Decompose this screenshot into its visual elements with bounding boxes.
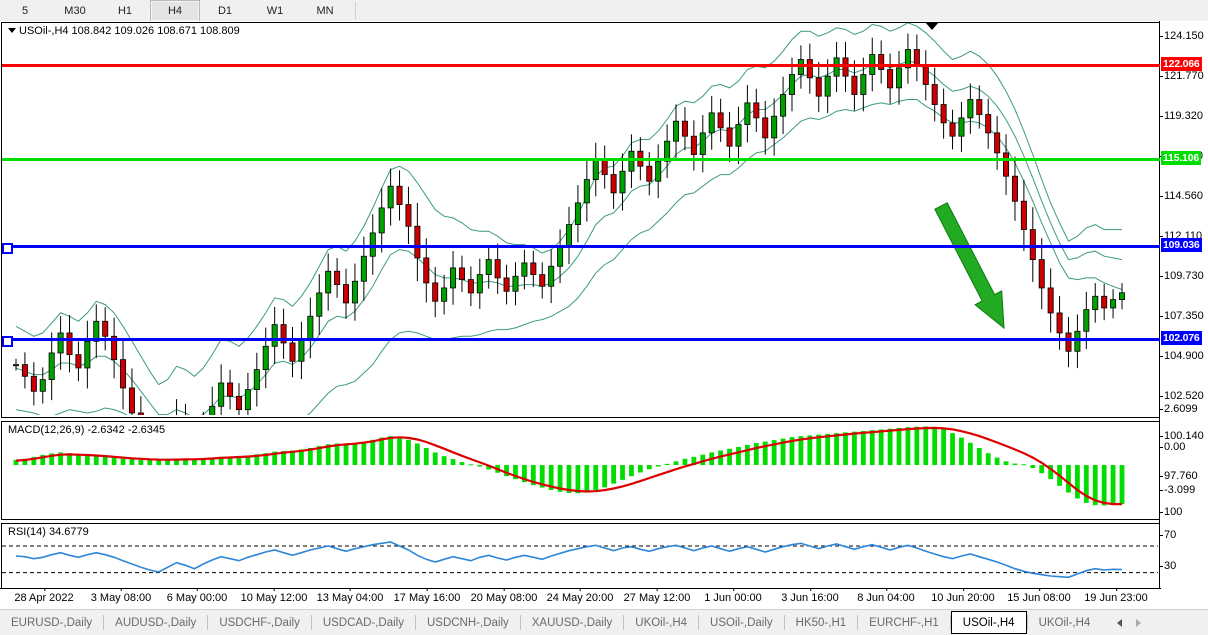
date-axis-tick: 19 Jun 23:00 (1084, 588, 1148, 604)
date-axis-tick: 6 May 00:00 (166, 588, 228, 604)
tab-separator (414, 615, 416, 630)
level-line-mid-level[interactable] (2, 158, 1160, 161)
date-axis-tick: 17 May 16:00 (393, 588, 461, 604)
symbol-tab[interactable]: EURCHF-,H1 (869, 616, 939, 629)
tab-separator (103, 615, 105, 630)
level-line-support-lower[interactable] (2, 336, 1160, 347)
price-plot (12, 23, 1126, 415)
rsi-pane-title: RSI(14) 34.6779 (7, 526, 90, 538)
tab-separator (949, 615, 951, 630)
symbol-tab[interactable]: USDCNH-,Daily (426, 616, 509, 629)
date-axis-tick: 28 Apr 2022 (14, 588, 74, 604)
macd-pane-title: MACD(12,26,9) -2.6342 -2.6345 (7, 424, 167, 436)
level-line-support-upper[interactable] (2, 243, 1160, 254)
symbol-tab[interactable]: EURUSD-,Daily (11, 616, 93, 629)
macd-axis-tick: 2.6099 (1160, 403, 1198, 415)
scroll-left-icon[interactable] (1117, 618, 1123, 627)
date-axis-tick: 20 May 08:00 (470, 588, 538, 604)
timeframe-button-h4[interactable]: H4 (150, 0, 200, 22)
symbol-tab-active[interactable]: USOil-,H4 (950, 611, 1027, 634)
price-axis-tick: 104.900 (1160, 350, 1204, 362)
macd-pane[interactable]: MACD(12,26,9) -2.6342 -2.6345 (1, 421, 1161, 520)
price-axis-tick: 109.730 (1160, 270, 1204, 282)
price-axis-tick: 119.320 (1160, 110, 1203, 122)
bearish-arrow-annotation (934, 202, 1005, 330)
price-axis-tick: 121.770 (1160, 70, 1204, 82)
level-drag-handle[interactable] (2, 243, 13, 254)
price-level-label[interactable]: 102.076 (1161, 331, 1202, 345)
symbol-tab[interactable]: USOil-,Daily (710, 616, 773, 629)
symbol-tab[interactable]: USDCHF-,Daily (219, 616, 300, 629)
chart-area: USOil-,H4 108.842 109.026 108.671 108.80… (0, 21, 1208, 611)
symbol-tab[interactable]: UKOil-,H4 (635, 616, 688, 629)
symbol-tab-bar: EURUSD-,Daily AUDUSD-,Daily USDCHF-,Daily U… (0, 609, 1208, 635)
price-pane[interactable]: USOil-,H4 108.842 109.026 108.671 108.80… (1, 22, 1161, 418)
collapse-triangle-icon[interactable] (8, 27, 16, 33)
price-axis-tick: 97.760 (1160, 470, 1198, 482)
rsi-axis-tick: 70 (1159, 529, 1177, 541)
symbol-tab[interactable]: XAUUSD-,Daily (531, 616, 613, 629)
tab-separator (857, 615, 859, 630)
tab-separator (1026, 615, 1028, 630)
symbol-tabs: EURUSD-,Daily AUDUSD-,Daily USDCHF-,Daily U… (0, 611, 1101, 634)
rsi-axis-tick: 30 (1159, 560, 1177, 572)
symbol-tab[interactable]: USDCAD-,Daily (322, 616, 404, 629)
tab-separator (310, 615, 312, 630)
tab-separator (623, 615, 625, 630)
macd-axis-tick: 0.00 (1159, 441, 1186, 453)
date-axis-tick: 15 Jun 08:00 (1007, 588, 1071, 604)
price-level-label[interactable]: 109.036 (1161, 238, 1202, 252)
price-axis-tick: 102.520 (1160, 390, 1204, 402)
date-axis-tick: 8 Jun 04:00 (857, 588, 915, 604)
toolbar-divider (355, 2, 356, 19)
top-triangle-marker (925, 22, 939, 30)
symbol-tab[interactable]: HK50-,H1 (795, 616, 847, 629)
rsi-pane[interactable]: RSI(14) 34.6779 (1, 523, 1161, 589)
price-axis-tick: 124.150 (1160, 30, 1204, 42)
price-pane-title: USOil-,H4 108.842 109.026 108.671 108.80… (7, 25, 241, 37)
price-axis[interactable]: 124.150121.770119.320116.940114.560112.1… (1159, 21, 1208, 588)
tab-separator (207, 615, 209, 630)
price-level-label[interactable]: 115.106 (1161, 151, 1201, 165)
tab-separator (783, 615, 785, 630)
macd-axis-tick: -3.099 (1159, 484, 1196, 496)
date-axis-tick: 1 Jun 00:00 (704, 588, 762, 604)
date-axis-tick: 27 May 12:00 (623, 588, 691, 604)
date-axis-tick: 3 May 08:00 (90, 588, 152, 604)
symbol-tab[interactable]: UKOil-,H4 (1038, 616, 1091, 629)
macd-plot (13, 426, 1125, 506)
timeframe-button-m5[interactable]: 5 (21, 5, 29, 17)
timeframe-button-mn[interactable]: MN (316, 5, 334, 17)
scroll-right-icon[interactable] (1136, 618, 1142, 627)
timeframe-button-m30[interactable]: M30 (64, 5, 86, 17)
rsi-axis-tick: 100 (1159, 506, 1183, 518)
tab-separator (519, 615, 521, 630)
date-axis-tick: 3 Jun 16:00 (781, 588, 839, 604)
price-axis-tick: 107.350 (1160, 310, 1204, 322)
rsi-plot (2, 541, 1158, 579)
symbol-tab[interactable]: AUDUSD-,Daily (115, 616, 197, 629)
timeframe-button-h1[interactable]: H1 (117, 5, 133, 17)
tab-scroll-arrows[interactable] (1107, 618, 1151, 627)
date-axis-tick: 13 May 04:00 (316, 588, 384, 604)
date-axis-tick: 24 May 20:00 (546, 588, 614, 604)
timeframe-button-w1[interactable]: W1 (266, 5, 284, 17)
timeframe-button-d1[interactable]: D1 (217, 5, 233, 17)
price-level-label[interactable]: 122.066 (1161, 57, 1202, 71)
price-axis-tick: 100.140 (1160, 430, 1204, 442)
date-axis-tick: 10 Jun 20:00 (931, 588, 995, 604)
level-drag-handle[interactable] (2, 336, 13, 347)
timeframe-toolbar: 5 M30 H1 H4 D1 W1 MN (0, 0, 1208, 22)
price-pane-title-text: USOil-,H4 108.842 109.026 108.671 108.80… (19, 25, 240, 37)
tab-separator (698, 615, 700, 630)
date-axis-tick: 10 May 12:00 (240, 588, 308, 604)
date-axis[interactable]: 28 Apr 2022 3 May 08:00 6 May 00:00 10 May … (0, 588, 1160, 611)
price-axis-tick: 114.560 (1160, 190, 1203, 202)
level-line-resistance[interactable] (2, 64, 1160, 67)
